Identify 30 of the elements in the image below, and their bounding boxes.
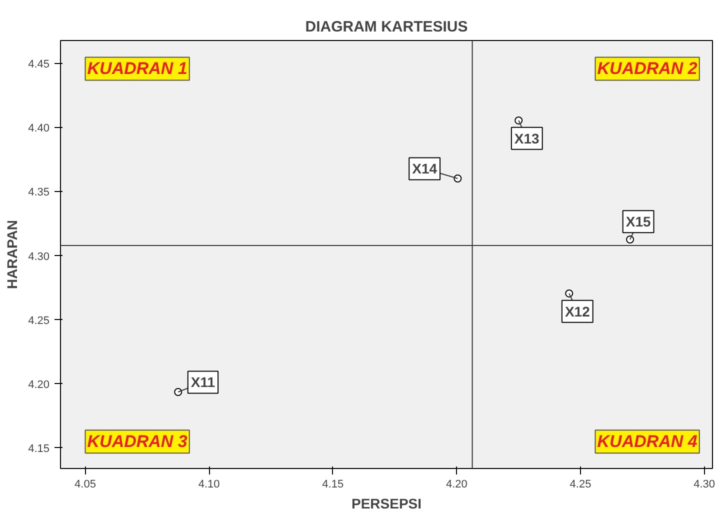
annotation: KUADRAN 3 [87,432,188,452]
x-tick-label: 4.30 [694,478,716,490]
point [174,388,182,396]
annotation: X15 [626,214,651,230]
annotation: X13 [514,130,540,146]
annotation: KUADRAN 1 [87,59,188,78]
x-tick-label: 4.15 [322,478,344,490]
y-tick-label: 4.15 [28,442,50,455]
annotation: X12 [564,303,590,320]
y-axis-title: HARAPAN [4,220,20,289]
x-axis-title: PERSEPSI [351,496,422,512]
y-tick-label: 4.35 [28,186,50,199]
x-tick-label: 4.20 [446,478,468,490]
y-tick-label: 4.20 [28,378,50,391]
point [454,174,462,183]
annotation: KUADRAN 4 [597,432,698,452]
point [514,116,523,124]
x-tick-label: 4.25 [570,478,592,490]
annotation: X11 [190,374,216,390]
x-tick-label: 4.10 [198,478,220,490]
y-tick-label: 4.30 [28,250,50,263]
point [565,289,574,298]
annotation: X14 [412,160,438,177]
y-tick-label: 4.45 [28,58,50,71]
point [626,236,634,244]
x-tick-label: 4.05 [74,478,96,490]
y-tick-label: 4.25 [28,314,50,327]
y-tick-label: 4.40 [28,122,50,135]
annotation: KUADRAN 2 [597,59,698,78]
chart-title: DIAGRAM KARTESIUS [305,18,468,36]
